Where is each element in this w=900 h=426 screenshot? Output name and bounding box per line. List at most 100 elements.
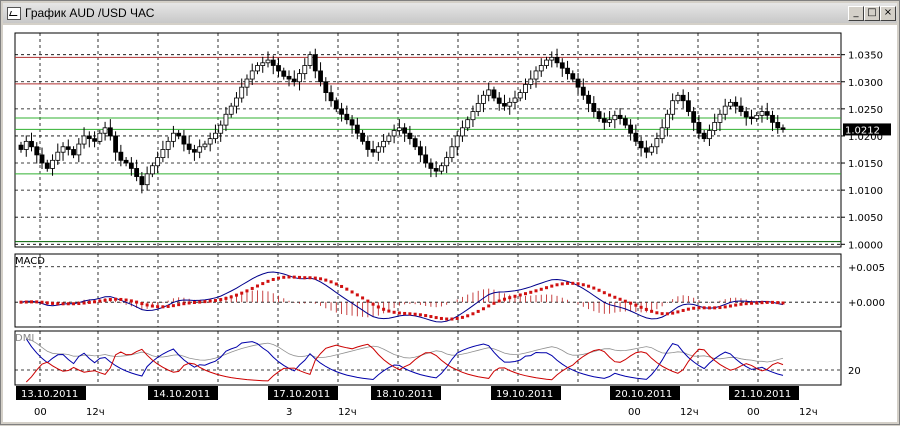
signal-point bbox=[124, 298, 128, 302]
signal-point bbox=[114, 297, 118, 301]
candle-body bbox=[349, 119, 355, 126]
candle-body bbox=[160, 149, 166, 159]
signal-point bbox=[150, 304, 154, 308]
signal-point bbox=[665, 312, 669, 316]
signal-point bbox=[261, 282, 265, 286]
candle-body bbox=[312, 54, 318, 72]
candle-body bbox=[139, 176, 145, 186]
dmi-label: DMI bbox=[15, 333, 34, 344]
macd-frame bbox=[14, 253, 842, 328]
candle-body bbox=[523, 84, 528, 93]
macd-panel: +0.005 +0.000 bbox=[14, 253, 885, 328]
candle-body bbox=[670, 100, 676, 115]
date-label: 19.10.2011 bbox=[496, 389, 553, 400]
close-button[interactable]: × bbox=[880, 6, 896, 21]
plus-di-line bbox=[25, 338, 784, 381]
signal-point bbox=[82, 301, 86, 305]
chart-area[interactable]: 1.0350 1.0300 1.0250 1.0200 1.0150 1.0100 1.00… bbox=[3, 25, 897, 422]
price-tick-label: 1.0350 bbox=[848, 51, 883, 62]
signal-point bbox=[413, 312, 417, 316]
candle-body bbox=[244, 78, 250, 88]
candle-body bbox=[55, 151, 61, 161]
candle-body bbox=[181, 135, 187, 145]
candle-body bbox=[649, 146, 655, 153]
candle-body bbox=[297, 73, 302, 83]
signal-point bbox=[19, 300, 23, 304]
macd-label: MACD bbox=[15, 256, 45, 267]
dmi-panel: 20 bbox=[14, 330, 861, 386]
candle-body bbox=[696, 121, 702, 134]
signal-point bbox=[539, 287, 543, 291]
candle-body bbox=[444, 157, 450, 167]
signal-point bbox=[308, 276, 312, 280]
time-tick-label: 00 bbox=[747, 407, 760, 418]
signal-point bbox=[686, 307, 690, 311]
signal-point bbox=[776, 301, 780, 305]
signal-point bbox=[213, 298, 217, 302]
candle-body bbox=[633, 132, 639, 142]
signal-point bbox=[93, 300, 97, 304]
dmi-tick-label: 20 bbox=[848, 366, 861, 377]
signal-point bbox=[644, 307, 648, 311]
candle-body bbox=[365, 140, 371, 150]
candle-body bbox=[65, 146, 71, 150]
signal-point bbox=[513, 294, 517, 298]
macd-line bbox=[20, 271, 784, 323]
candle-body bbox=[302, 65, 308, 75]
signal-point bbox=[103, 298, 107, 302]
signal-point bbox=[187, 301, 191, 305]
date-label: 20.10.2011 bbox=[615, 389, 672, 400]
candle-body bbox=[533, 70, 539, 80]
candle-body bbox=[270, 59, 276, 66]
signal-point bbox=[676, 310, 680, 314]
time-tick-label: 00 bbox=[34, 407, 47, 418]
signal-point bbox=[192, 300, 196, 304]
signal-point bbox=[350, 290, 354, 294]
signal-point bbox=[602, 291, 606, 295]
candle-body bbox=[97, 132, 103, 142]
signal-point bbox=[77, 302, 81, 306]
candle-body bbox=[276, 65, 281, 72]
candle-body bbox=[113, 135, 118, 153]
signal-point bbox=[98, 299, 102, 303]
signal-point bbox=[161, 305, 165, 309]
candle-body bbox=[754, 114, 760, 119]
candle-body bbox=[18, 144, 24, 150]
candle-body bbox=[286, 75, 292, 80]
signal-point bbox=[324, 278, 328, 282]
candle-body bbox=[449, 146, 455, 159]
candle-body bbox=[728, 101, 733, 107]
maximize-button[interactable]: □ bbox=[864, 6, 880, 21]
signal-point bbox=[692, 306, 696, 310]
signal-point bbox=[508, 296, 512, 300]
date-label: 14.10.2011 bbox=[153, 389, 210, 400]
candle-body bbox=[291, 78, 297, 83]
candle-body bbox=[617, 114, 623, 119]
candle-body bbox=[318, 70, 323, 83]
signal-point bbox=[655, 311, 659, 315]
candle-body bbox=[612, 114, 618, 121]
minimize-button[interactable]: _ bbox=[848, 6, 864, 21]
candle-body bbox=[323, 81, 329, 93]
chart-canvas[interactable]: 1.0350 1.0300 1.0250 1.0200 1.0150 1.0100 1.00… bbox=[3, 25, 897, 422]
candle-body bbox=[370, 149, 376, 153]
candle-body bbox=[554, 56, 560, 64]
title-bar[interactable]: График AUD /USD ЧАС _ □ × bbox=[3, 3, 897, 23]
candle-body bbox=[381, 140, 387, 148]
date-label-box bbox=[491, 386, 561, 400]
candle-body bbox=[481, 94, 486, 104]
signal-point bbox=[623, 299, 627, 303]
signal-point bbox=[455, 316, 459, 320]
candle-body bbox=[407, 132, 413, 140]
price-tick-label: 1.0250 bbox=[848, 105, 883, 116]
price-tick-label: 1.0000 bbox=[848, 240, 883, 251]
candle-body bbox=[44, 162, 50, 169]
candle-body bbox=[664, 113, 670, 129]
candle-body bbox=[386, 135, 392, 142]
candle-body bbox=[249, 70, 255, 80]
candle-body bbox=[659, 127, 665, 140]
signal-point bbox=[707, 306, 711, 310]
candle-body bbox=[528, 78, 534, 85]
candle-body bbox=[107, 127, 113, 137]
time-tick-label: 12ч bbox=[86, 407, 105, 418]
